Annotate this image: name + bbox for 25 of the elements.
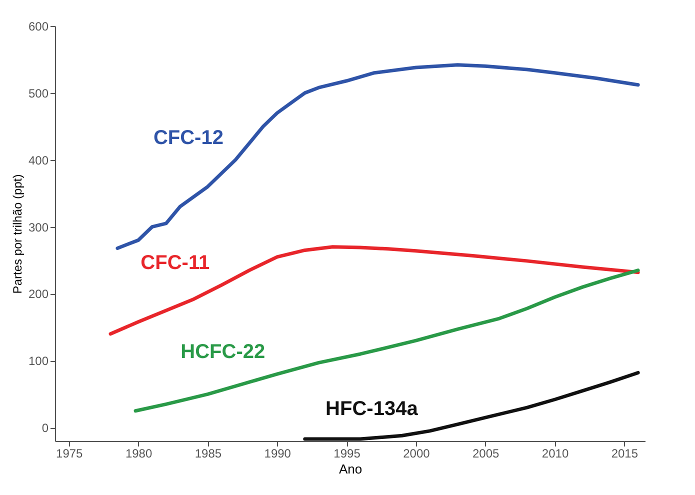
y-axis-title: Partes por trilhão (ppt) [10,174,24,294]
x-tick-label: 2000 [403,446,430,460]
series-label: HFC-134a [326,398,419,420]
y-tick-label: 500 [28,86,49,100]
y-tick-label: 100 [28,354,49,368]
x-tick-label: 1975 [56,446,84,460]
y-tick-label: 300 [28,220,49,234]
y-tick-label: 400 [28,153,49,168]
x-tick-label: 1995 [334,446,361,460]
series-label: HCFC-22 [180,341,266,364]
x-tick-label: 1990 [264,446,292,460]
line-series [303,370,640,441]
y-tick-label: 600 [28,20,49,34]
x-tick-label: 1980 [125,446,152,460]
series-label: CFC-11 [140,252,210,274]
x-tick-label: 1985 [194,446,222,460]
x-tick-label: 2005 [472,446,500,460]
series-label: CFC-12 [153,126,224,149]
x-tick-label: 2010 [542,446,569,460]
y-tick-label: 200 [28,287,49,302]
x-tick-label: 2015 [611,446,638,460]
line-series [116,63,640,250]
line-series [108,245,640,336]
x-axis-title: Ano [338,462,362,476]
y-tick-label: 0 [42,421,49,436]
